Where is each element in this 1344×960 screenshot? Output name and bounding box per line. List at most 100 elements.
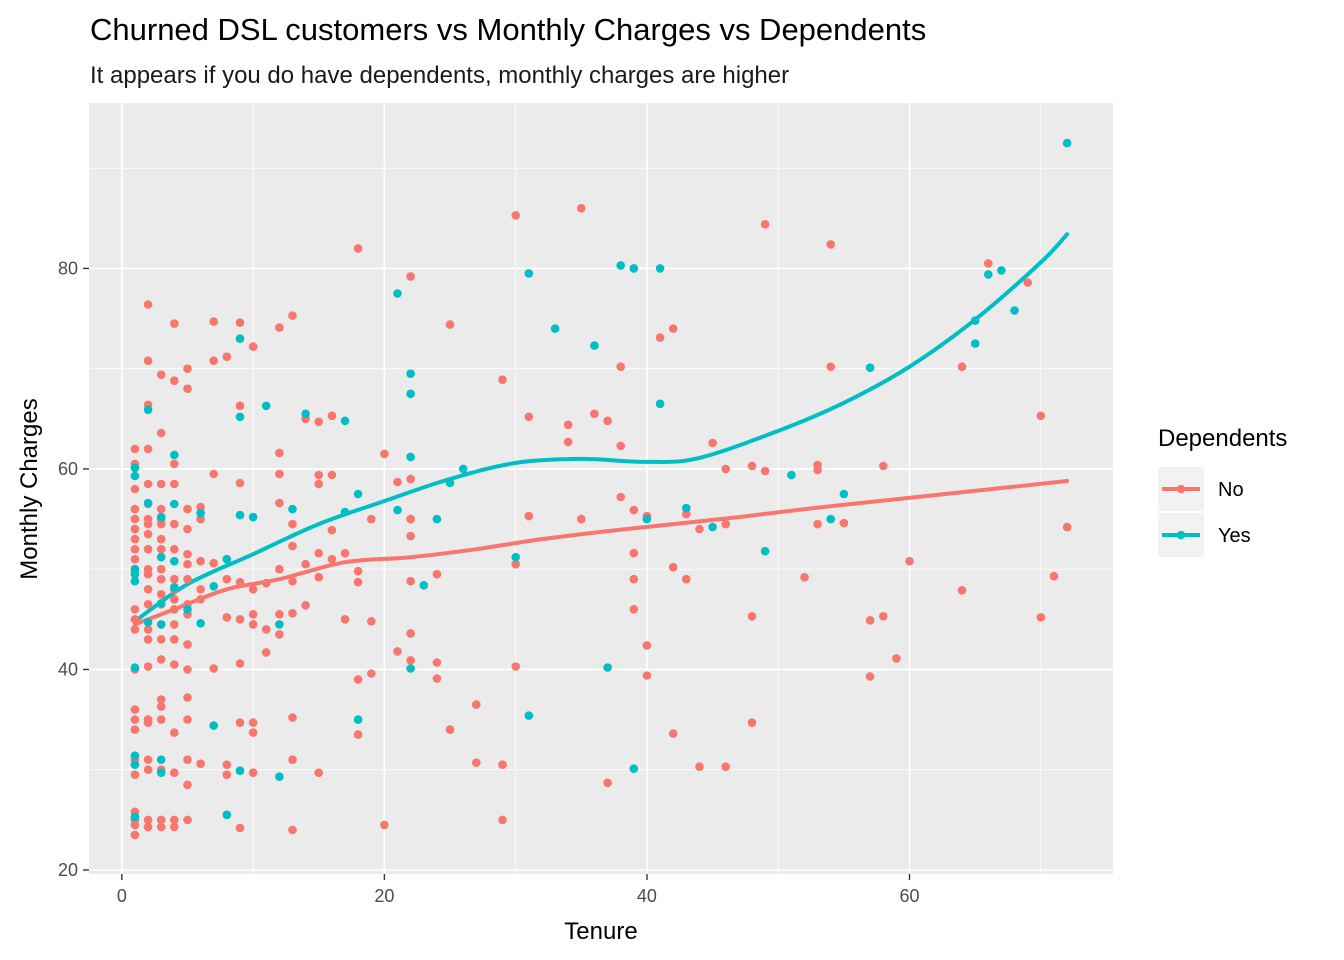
point-yes	[629, 764, 639, 773]
point-yes	[143, 618, 153, 627]
point-no	[156, 590, 166, 599]
point-no	[235, 615, 245, 624]
point-no	[143, 662, 153, 671]
point-no	[603, 416, 612, 426]
point-no	[629, 548, 639, 558]
point-no	[143, 635, 153, 644]
point-no	[327, 411, 337, 421]
point-no	[642, 671, 652, 680]
point-no	[143, 529, 153, 539]
point-yes	[353, 489, 363, 499]
point-no	[367, 617, 376, 626]
point-no	[314, 768, 324, 777]
point-no	[393, 477, 402, 487]
point-yes	[655, 399, 665, 409]
point-no	[616, 441, 625, 451]
point-no	[380, 449, 389, 459]
point-no	[130, 524, 140, 534]
point-yes	[222, 554, 232, 564]
point-no	[353, 730, 363, 739]
point-yes	[865, 363, 875, 373]
x-axis-title: Tenure	[564, 918, 637, 945]
point-no	[130, 504, 140, 514]
point-yes	[406, 389, 415, 399]
point-no	[760, 220, 770, 229]
point-no	[721, 519, 730, 529]
point-no	[143, 444, 153, 454]
point-no	[130, 830, 140, 840]
point-no	[826, 362, 835, 372]
axes: 0 20 40 60 20 40 60 80	[58, 258, 920, 906]
point-no	[130, 770, 140, 779]
point-no	[524, 511, 534, 521]
point-no	[196, 759, 205, 768]
point-no	[353, 675, 363, 684]
point-no	[524, 412, 534, 422]
point-yes	[839, 489, 849, 499]
point-yes	[629, 264, 639, 273]
point-yes	[393, 505, 402, 515]
legend-label-yes: Yes	[1218, 525, 1251, 547]
point-no	[130, 534, 140, 544]
point-no	[222, 770, 232, 779]
point-no	[865, 616, 875, 625]
point-no	[498, 815, 507, 825]
point-no	[170, 574, 179, 584]
point-no	[800, 572, 809, 582]
point-yes	[235, 510, 245, 520]
point-yes	[130, 569, 140, 579]
point-no	[222, 613, 232, 622]
point-no	[747, 718, 757, 727]
point-no	[196, 502, 205, 512]
point-no	[288, 713, 297, 722]
point-yes	[130, 463, 140, 473]
point-no	[629, 574, 639, 584]
legend-title: Dependents	[1158, 425, 1287, 452]
point-yes	[156, 768, 166, 777]
point-no	[288, 825, 297, 835]
point-no	[563, 437, 573, 447]
point-no	[156, 635, 166, 644]
point-no	[183, 524, 192, 534]
point-no	[432, 569, 442, 579]
data-points	[130, 138, 1072, 840]
y-tick-label: 20	[58, 860, 78, 880]
point-no	[143, 718, 153, 727]
point-no	[340, 548, 350, 558]
point-no	[183, 559, 192, 569]
point-no	[130, 554, 140, 564]
point-no	[196, 514, 205, 524]
point-no	[406, 656, 415, 665]
point-no	[406, 576, 415, 586]
point-no	[275, 469, 284, 479]
point-no	[445, 320, 455, 329]
point-no	[130, 514, 140, 524]
point-no	[301, 559, 310, 569]
point-no	[288, 541, 297, 551]
point-no	[721, 762, 730, 771]
point-no	[235, 478, 245, 488]
point-no	[156, 519, 166, 529]
point-no	[143, 625, 153, 634]
point-no	[288, 519, 297, 529]
point-yes	[708, 522, 717, 532]
x-tick-label: 0	[117, 886, 127, 906]
point-yes	[682, 503, 691, 513]
legend-key-point-no	[1176, 484, 1186, 494]
point-yes	[550, 324, 560, 333]
point-no	[590, 409, 599, 419]
point-no	[235, 401, 245, 411]
point-no	[156, 534, 166, 544]
point-no	[222, 574, 232, 584]
point-no	[498, 375, 507, 385]
x-tick-label: 20	[374, 886, 394, 906]
point-no	[813, 519, 822, 529]
point-yes	[170, 499, 179, 509]
point-no	[222, 352, 232, 362]
point-yes	[170, 556, 179, 566]
point-no	[130, 484, 140, 494]
point-no	[170, 544, 179, 554]
point-yes	[393, 289, 402, 298]
point-no	[353, 566, 363, 576]
